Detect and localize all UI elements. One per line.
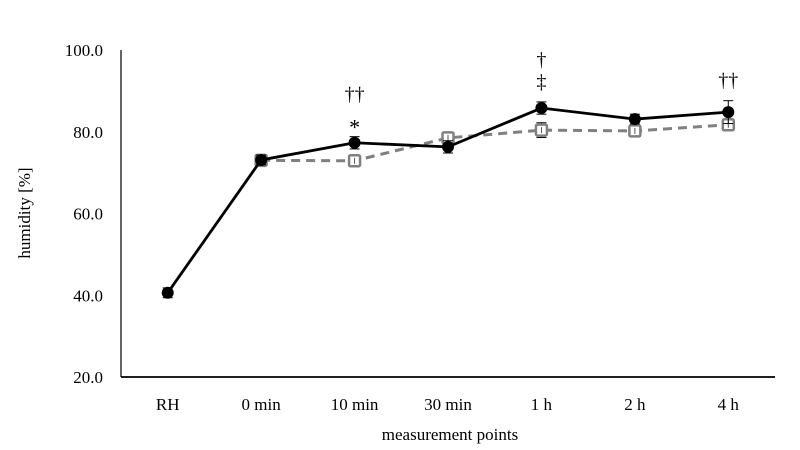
x-tick-label: 1 h [531,395,553,414]
y-axis-label: humidity [%] [15,167,34,258]
series-dashed [254,118,736,168]
significance-marker: † [536,49,546,71]
series-dashed-line [261,123,729,163]
significance-marker: †† [718,70,738,92]
significance-marker: †† [345,84,365,106]
x-tick-label: 0 min [242,395,282,414]
data-point-circle [628,113,641,126]
x-tick-label: 30 min [424,395,472,414]
data-point-circle [442,140,454,153]
data-point-circle [161,286,174,299]
x-tick-label: 10 min [331,395,379,414]
data-point-circle [348,136,361,149]
y-tick-labels: 20.0 40.0 60.0 80.0 100.0 [65,41,103,387]
x-tick-label: RH [156,395,180,414]
significance-marker: ‡ [536,71,546,93]
series-solid [161,100,735,299]
data-point-circle [722,106,735,119]
x-tick-labels: RH 0 min 10 min 30 min 1 h 2 h 4 h [156,395,740,414]
y-tick-label: 20.0 [73,368,103,387]
annotation-layer: *††‡††† [345,49,739,140]
data-point-circle [535,102,548,115]
y-tick-label: 60.0 [73,205,103,224]
x-axis-label: measurement points [382,425,518,444]
x-tick-label: 2 h [624,395,646,414]
data-point-circle [255,153,268,166]
significance-marker: * [349,115,360,140]
axes [120,50,775,378]
x-tick-label: 4 h [718,395,740,414]
series-layer [161,100,736,299]
y-tick-label: 100.0 [65,41,103,60]
y-tick-label: 40.0 [73,286,103,305]
y-tick-label: 80.0 [73,123,103,142]
